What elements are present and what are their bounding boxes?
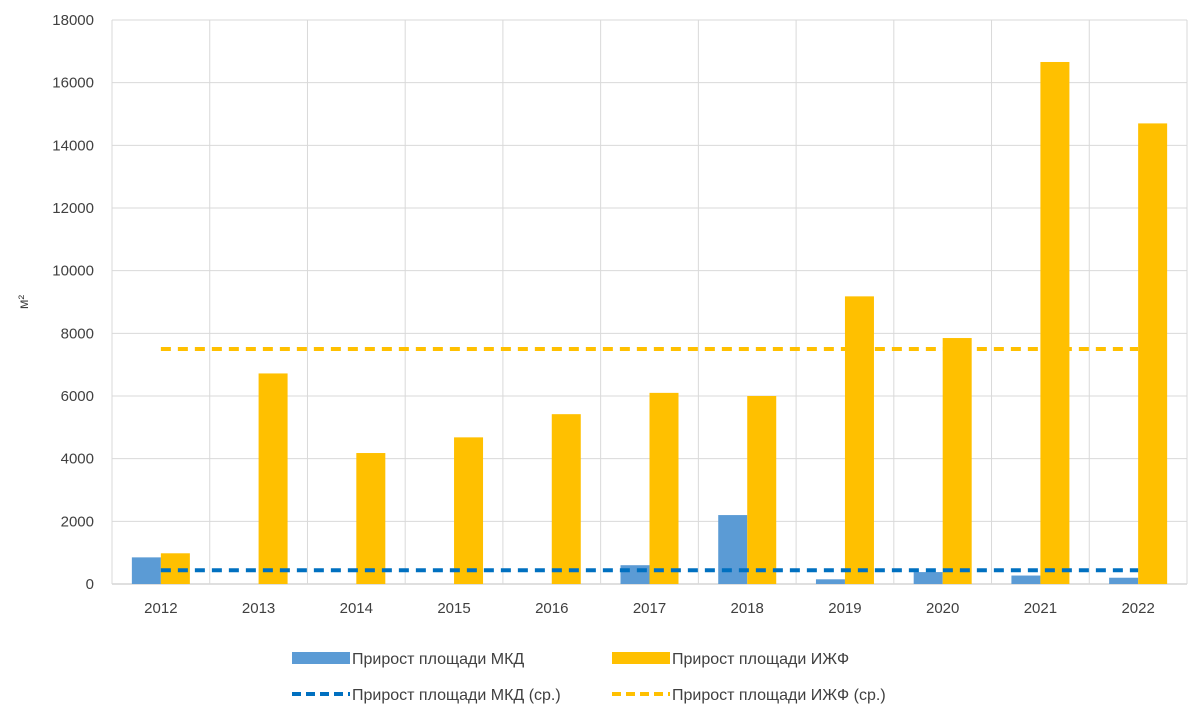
x-tick-label: 2021 bbox=[1024, 600, 1057, 617]
bar-izhf-2013 bbox=[258, 373, 288, 584]
gridlines bbox=[111, 19, 1188, 585]
x-tick-label: 2018 bbox=[731, 600, 764, 617]
bar-izhf-2014 bbox=[356, 453, 386, 584]
x-tick-label: 2019 bbox=[828, 600, 861, 617]
x-tick-label: 2022 bbox=[1121, 600, 1154, 617]
y-tick-label: 16000 bbox=[52, 75, 94, 92]
y-tick-label: 6000 bbox=[61, 388, 94, 405]
legend-swatch bbox=[612, 652, 670, 664]
x-tick-label: 2015 bbox=[437, 600, 470, 617]
x-tick-label: 2012 bbox=[144, 600, 177, 617]
y-tick-label: 8000 bbox=[61, 325, 94, 342]
y-tick-label: 2000 bbox=[61, 513, 94, 530]
y-tick-label: 18000 bbox=[52, 12, 94, 29]
bar-mkd-2022 bbox=[1109, 577, 1139, 584]
bar-mkd-2019 bbox=[815, 579, 845, 584]
legend-label: Прирост площади ИЖФ bbox=[672, 651, 849, 668]
bar-mkd-2012 bbox=[131, 557, 161, 584]
legend-label: Прирост площади МКД (ср.) bbox=[352, 687, 561, 704]
y-tick-label: 14000 bbox=[52, 137, 94, 154]
x-tick-label: 2013 bbox=[242, 600, 275, 617]
y-tick-label: 10000 bbox=[52, 263, 94, 280]
bar-izhf-2022 bbox=[1138, 123, 1168, 585]
legend-label: Прирост площади МКД bbox=[352, 651, 524, 668]
bar-mkd-2018 bbox=[718, 515, 748, 584]
x-tick-labels: 2012 2013 2014 2015 2016 2017 2018 2019 2020 2021… bbox=[144, 600, 1155, 617]
legend: Прирост площади МКД Прирост площади ИЖФ Пр… bbox=[292, 651, 886, 704]
y-tick-label: 0 bbox=[86, 576, 94, 593]
x-tick-label: 2016 bbox=[535, 600, 568, 617]
x-tick-label: 2020 bbox=[926, 600, 959, 617]
y-axis-label: м² bbox=[15, 295, 31, 310]
legend-swatch bbox=[292, 652, 350, 664]
bar-izhf-2021 bbox=[1040, 61, 1070, 584]
y-tick-labels: 0 2000 4000 6000 8000 10000 12000 14000 16000 180… bbox=[52, 12, 94, 593]
bars-group bbox=[131, 61, 1168, 585]
x-tick-label: 2017 bbox=[633, 600, 666, 617]
bar-izhf-2015 bbox=[454, 437, 484, 584]
bar-izhf-2016 bbox=[551, 414, 581, 584]
legend-label: Прирост площади ИЖФ (ср.) bbox=[672, 687, 886, 704]
bar-mkd-2017 bbox=[620, 565, 650, 584]
x-tick-label: 2014 bbox=[340, 600, 373, 617]
bar-mkd-2021 bbox=[1011, 575, 1041, 584]
y-tick-label: 4000 bbox=[61, 451, 94, 468]
bar-izhf-2019 bbox=[844, 296, 874, 584]
bar-izhf-2020 bbox=[942, 338, 972, 584]
bar-izhf-2018 bbox=[747, 396, 777, 584]
bar-mkd-2020 bbox=[913, 572, 943, 584]
average-lines-group bbox=[160, 347, 1139, 573]
y-tick-label: 12000 bbox=[52, 200, 94, 217]
bar-izhf-2017 bbox=[649, 392, 679, 584]
